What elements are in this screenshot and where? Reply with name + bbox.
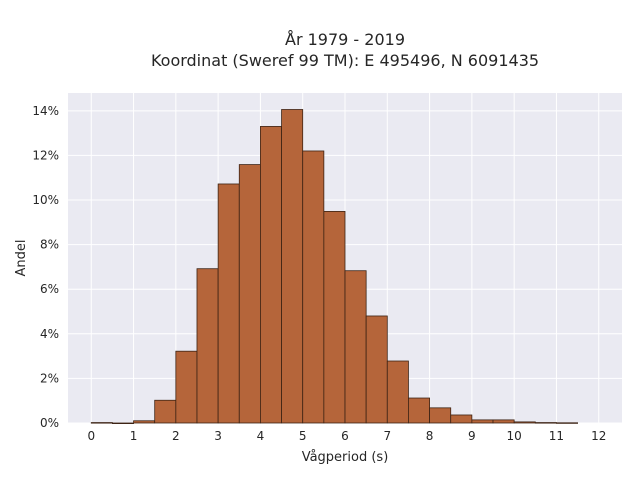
histogram-bar	[133, 420, 156, 424]
histogram-bar	[344, 270, 367, 424]
histogram-bar	[112, 422, 134, 425]
histogram-bar	[323, 210, 346, 424]
histogram-bar	[534, 422, 557, 424]
histogram-bar	[471, 419, 494, 424]
histogram-bar	[196, 268, 219, 424]
y-tick-label: 8%	[40, 238, 59, 252]
histogram-bar	[513, 421, 536, 424]
x-tick-label: 8	[426, 429, 434, 443]
histogram-bar	[238, 164, 261, 424]
histogram-bar	[429, 407, 452, 424]
y-tick-label: 2%	[40, 371, 59, 385]
histogram-bar	[302, 150, 325, 424]
y-tick-label: 12%	[32, 148, 59, 162]
histogram-bar	[217, 183, 240, 424]
chart-title-line-2: Koordinat (Sweref 99 TM): E 495496, N 60…	[151, 51, 539, 70]
histogram-bar	[260, 126, 282, 424]
histogram-bar	[365, 315, 388, 424]
x-tick-label: 3	[214, 429, 222, 443]
x-tick-label: 2	[172, 429, 180, 443]
y-tick-label: 6%	[40, 282, 59, 296]
x-axis-ticks: 0 1 2 3 4 5 6 7 8 9 10 11 12	[87, 429, 606, 443]
bars	[90, 109, 578, 425]
x-tick-label: 1	[130, 429, 138, 443]
x-tick-label: 5	[299, 429, 307, 443]
histogram-bar	[450, 414, 473, 424]
x-tick-label: 7	[383, 429, 391, 443]
histogram-bar	[281, 109, 304, 424]
x-tick-label: 0	[87, 429, 95, 443]
y-tick-label: 4%	[40, 327, 59, 341]
histogram-bar	[492, 419, 515, 424]
histogram-bar	[408, 397, 430, 424]
x-tick-label: 12	[591, 429, 606, 443]
histogram-bar	[175, 350, 198, 424]
x-tick-label: 6	[341, 429, 349, 443]
chart-title-line-1: År 1979 - 2019	[285, 30, 405, 49]
histogram-bar	[154, 399, 177, 424]
y-tick-label: 14%	[32, 104, 59, 118]
x-tick-label: 9	[468, 429, 476, 443]
y-tick-label: 0%	[40, 416, 59, 430]
histogram-bar	[556, 422, 578, 424]
x-tick-label: 11	[549, 429, 564, 443]
histogram-bar	[90, 422, 113, 424]
histogram-bar	[386, 360, 409, 424]
y-axis-label: Andel	[14, 240, 29, 277]
y-axis-ticks: 0% 2% 4% 6% 8% 10% 12% 14%	[32, 104, 59, 430]
x-tick-label: 10	[507, 429, 522, 443]
y-tick-label: 10%	[32, 193, 59, 207]
x-tick-label: 4	[257, 429, 265, 443]
x-axis-label: Vågperiod (s)	[302, 450, 389, 465]
